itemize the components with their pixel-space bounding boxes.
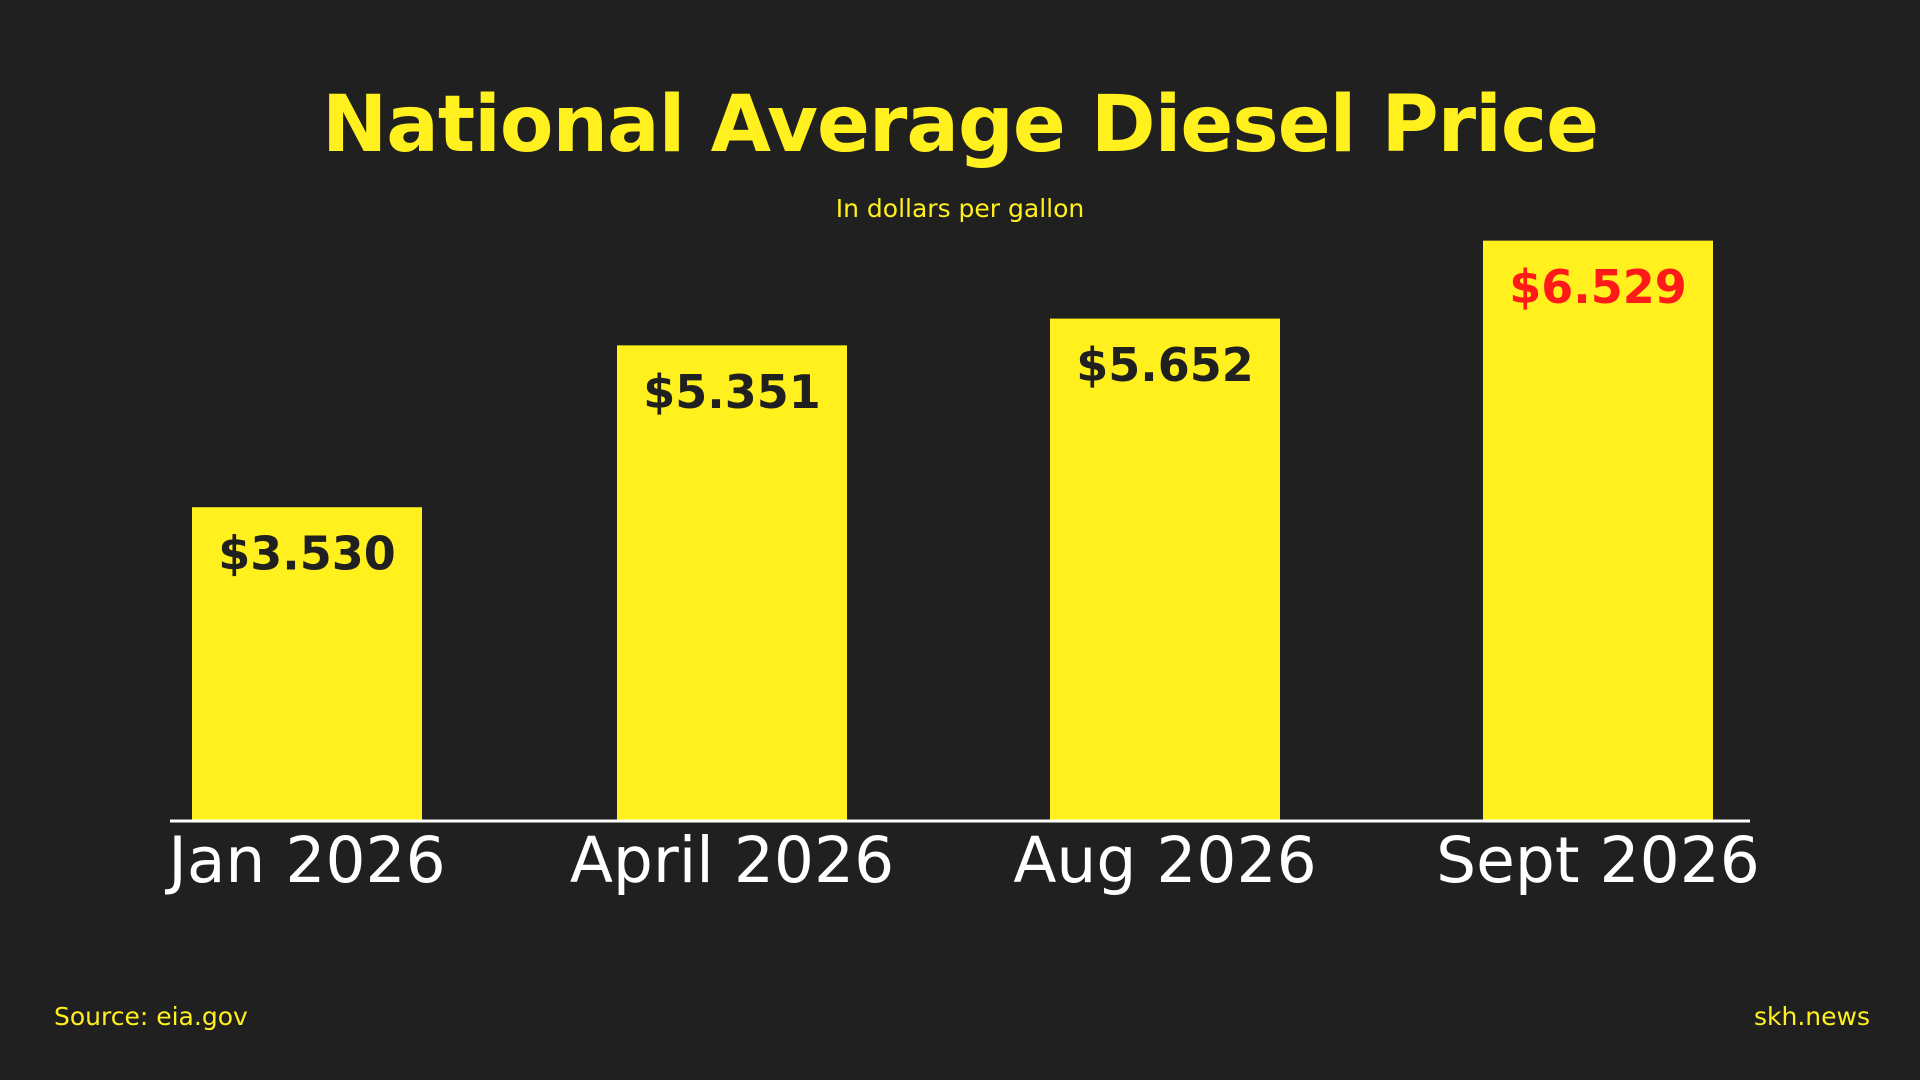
bar-1: [192, 507, 422, 821]
chart-subtitle: In dollars per gallon: [835, 194, 1085, 223]
bar-4: [1483, 240, 1713, 822]
category-labels: Jan 2026 April 2026 Aug 2026 Sept 2026: [164, 824, 1760, 897]
bar-3: [1050, 318, 1280, 821]
bar-value-label-1: $3.530: [218, 527, 396, 581]
bar-2: [617, 345, 847, 821]
category-label-1: Jan 2026: [164, 824, 445, 897]
category-label-2: April 2026: [570, 824, 894, 897]
bar-value-label-3: $5.652: [1076, 338, 1254, 392]
brand-label: skh.news: [1754, 1002, 1870, 1031]
bar-value-label-2: $5.351: [643, 365, 821, 419]
category-label-3: Aug 2026: [1013, 824, 1316, 897]
category-label-4: Sept 2026: [1436, 824, 1760, 897]
bars-group: $3.530 $5.351 $5.652 $6.529: [192, 240, 1713, 822]
chart-title: National Average Diesel Price: [321, 80, 1599, 170]
source-note: Source: eia.gov: [54, 1002, 248, 1031]
bar-value-label-4: $6.529: [1509, 260, 1687, 314]
